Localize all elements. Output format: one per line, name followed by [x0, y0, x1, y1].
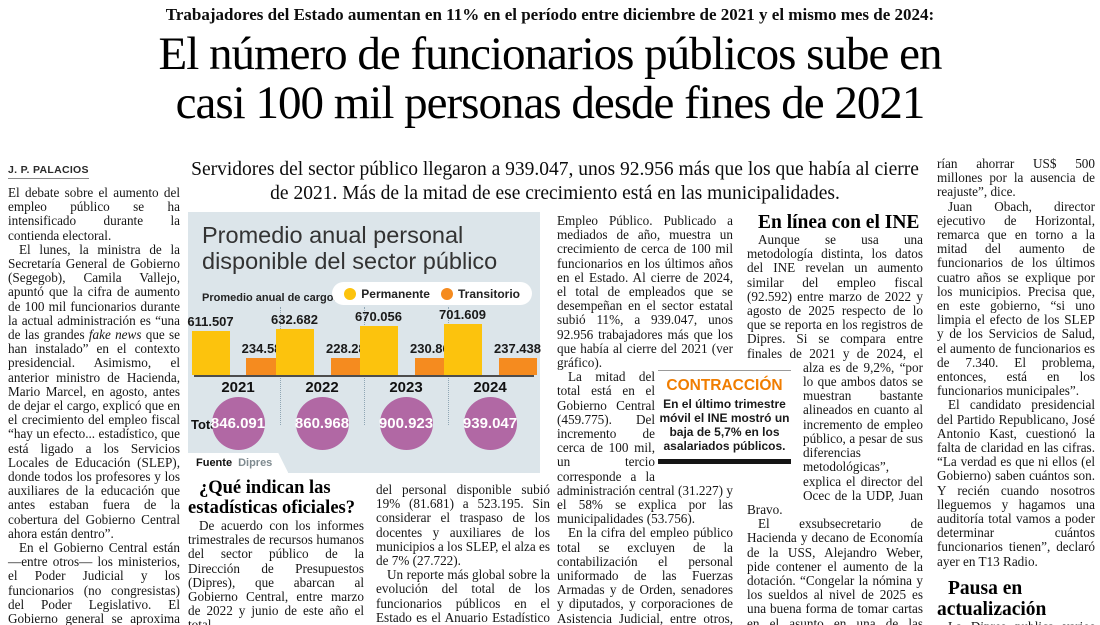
section-heading: Pausa en actualización: [937, 577, 1047, 620]
total-circle: 860.968: [295, 397, 349, 450]
callout-body: En el último trimestre móvil el INE most…: [659, 397, 790, 454]
paragraph: Un reporte más global sobre la evolución…: [376, 567, 550, 625]
article-column-3: del personal disponible subió 19% (81.68…: [376, 482, 550, 625]
paragraph: La mitad del total está en el Gobierno C…: [557, 369, 733, 527]
year-label: 2023: [389, 379, 423, 396]
chart-bar-group-2023: 670.056 230.867: [355, 310, 457, 375]
chart-legend: Permanente Transitorio: [332, 282, 532, 305]
chart-bar-group-2021: 611.507 234.584: [187, 315, 289, 375]
chart-bar-group-2024: 701.609 237.438: [439, 308, 541, 375]
article-column-6: rían ahorrar US$ 500 millones por la aus…: [937, 156, 1095, 625]
paragraph: Aunque se usa una metodología distinta, …: [747, 232, 923, 517]
headline: El número de funcionarios públicos sube …: [30, 30, 1070, 128]
permanente-value: 632.682: [271, 312, 318, 327]
year-label: 2024: [473, 379, 507, 396]
chart-title: Promedio anual personal disponible del s…: [202, 222, 498, 274]
permanente-bar: [191, 331, 230, 375]
section-heading: ¿Qué indican las estadísticas oficiales?: [188, 478, 355, 518]
chart-totals: 846.091 860.968 900.923 939.047: [196, 397, 532, 450]
wrap-spacer: [747, 361, 803, 495]
chart-bars: 611.507 234.584 632.682 228.286 670.056 …: [187, 307, 541, 375]
paragraph: del personal disponible subió 19% (81.68…: [376, 482, 550, 569]
paragraph: El candidato presidencial del Partido Re…: [937, 397, 1095, 569]
legend-dot-permanente: [344, 287, 357, 300]
article-column-4: Empleo Público. Publicado a mediados de …: [557, 213, 733, 625]
transitorio-value: 237.438: [494, 341, 541, 356]
year-label: 2021: [221, 379, 255, 396]
headline-line-2: casi 100 mil personas desde fines de 202…: [175, 76, 926, 129]
chart-subtitle: Promedio anual de cargos: [202, 292, 340, 304]
legend-dot-transitorio: [440, 287, 453, 300]
permanente-bar: [443, 324, 482, 375]
transitorio-bar: [414, 358, 453, 375]
transitorio-bar: [330, 358, 369, 375]
article-column-2: ¿Qué indican las estadísticas oficiales?…: [188, 478, 364, 625]
year-label: 2022: [305, 379, 339, 396]
paragraph: Juan Obach, director ejecutivo de Horizo…: [937, 198, 1095, 399]
chart-source: Fuente Dipres: [188, 453, 288, 473]
chart-bar-group-2022: 632.682 228.286: [271, 313, 373, 375]
paragraph: El exsubsecretario de Hacienda y decano …: [747, 516, 923, 625]
legend-item-transitorio: Transitorio: [440, 287, 520, 300]
total-circle: 846.091: [211, 397, 265, 450]
permanente-value: 611.507: [187, 314, 234, 329]
permanente-bar: [359, 326, 398, 375]
italic-phrase: fake news: [88, 327, 142, 343]
chart-axis-line: [194, 375, 534, 377]
chart-x-axis: 2021 2022 2023 2024: [196, 380, 532, 395]
total-circle: 939.047: [463, 397, 517, 450]
article-column-1: El debate sobre el aumento del empleo pú…: [8, 185, 181, 625]
paragraph: El lunes, la ministra de la Secretaría G…: [8, 241, 181, 541]
transitorio-bar: [246, 358, 285, 375]
paragraph: Empleo Público. Publicado a mediados de …: [557, 213, 733, 371]
permanente-value: 701.609: [439, 307, 486, 322]
callout-rule: [658, 459, 791, 465]
callout-title: CONTRACCIÓN: [666, 377, 783, 394]
permanente-bar: [275, 329, 314, 375]
legend-item-permanente: Permanente: [344, 287, 430, 300]
contraction-callout: CONTRACCIÓN En el último trimestre móvil…: [658, 370, 791, 465]
paragraph: La Dipres publica varios informes trimes…: [937, 619, 1095, 625]
kicker: Trabajadores del Estado aumentan en 11% …: [165, 5, 935, 24]
bar-chart: Promedio anual personal disponible del s…: [187, 212, 541, 473]
permanente-value: 670.056: [355, 309, 402, 324]
article-column-5: En línea con el INE Aunque se usa una me…: [747, 212, 923, 625]
byline: J. P. PALACIOS: [8, 160, 178, 179]
transitorio-bar: [498, 358, 537, 375]
paragraph: De acuerdo con los informes trimestrales…: [188, 517, 364, 625]
paragraph: En la cifra del empleo público total se …: [557, 525, 733, 625]
lede: Servidores del sector público llegaron a…: [191, 159, 919, 205]
section-heading: En línea con el INE: [758, 212, 920, 233]
paragraph: En el Gobierno Central están —entre otro…: [8, 540, 180, 625]
total-circle: 900.923: [379, 397, 433, 450]
paragraph: El debate sobre el aumento del empleo pú…: [8, 185, 180, 243]
headline-line-1: El número de funcionarios públicos sube …: [158, 28, 943, 80]
paragraph: rían ahorrar US$ 500 millones por la aus…: [937, 156, 1095, 200]
